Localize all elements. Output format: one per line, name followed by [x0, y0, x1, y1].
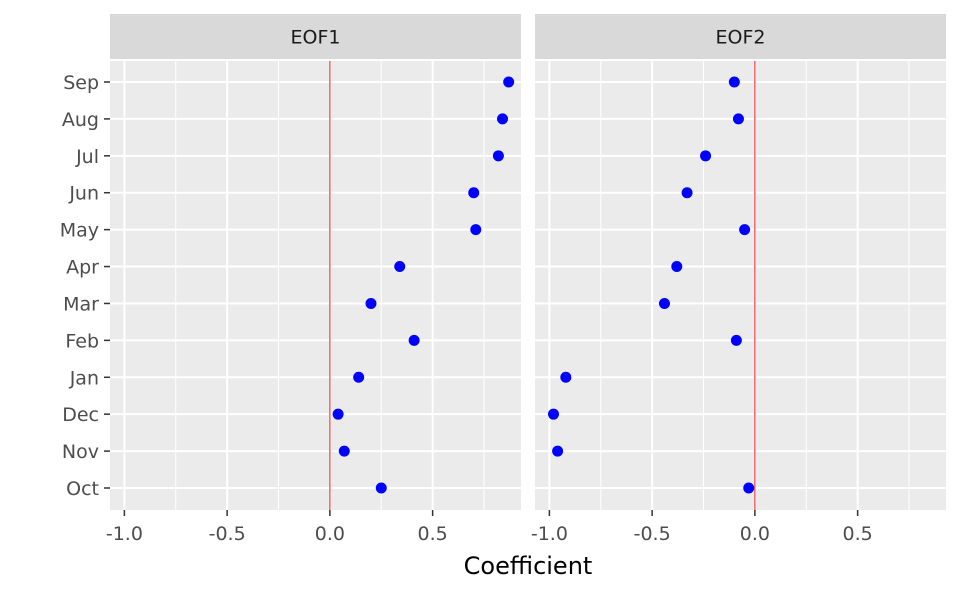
x-tick-label: 0.5 — [418, 523, 448, 545]
y-tick-label-jul: Jul — [75, 146, 99, 168]
data-point-jul — [492, 150, 504, 162]
data-point-may — [470, 224, 482, 236]
y-tick-label-jun: Jun — [68, 183, 99, 205]
data-point-aug — [497, 113, 509, 125]
facet-panel-eof1: EOF1 -1.0 -0.5 0.0 0.5 — [106, 14, 521, 545]
data-point-jun — [681, 187, 693, 199]
y-tick-label-apr: Apr — [66, 257, 99, 279]
data-point-feb — [408, 334, 420, 346]
panel-background — [110, 61, 521, 510]
y-tick-label-oct: Oct — [66, 478, 99, 500]
data-point-apr — [671, 261, 683, 273]
data-point-feb — [730, 334, 742, 346]
data-point-sep — [503, 76, 515, 88]
data-point-jan — [353, 371, 365, 383]
y-tick-label-sep: Sep — [63, 72, 99, 94]
data-point-oct — [375, 482, 387, 494]
x-tick-label: 0.5 — [843, 523, 873, 545]
y-tick-label-nov: Nov — [62, 441, 99, 463]
strip-label: EOF1 — [291, 27, 341, 49]
data-point-aug — [732, 113, 744, 125]
y-tick-label-feb: Feb — [65, 330, 99, 352]
facet-panels: EOF1 -1.0 -0.5 0.0 0.5 EOF2 -1.0 -0.5 0.0 0.5 — [106, 14, 946, 545]
data-point-mar — [365, 297, 377, 309]
x-tick-label: 0.0 — [315, 523, 345, 545]
data-point-mar — [658, 297, 670, 309]
data-point-jun — [468, 187, 480, 199]
data-point-apr — [394, 261, 406, 273]
x-axis-title: Coefficient — [464, 552, 593, 580]
x-tick-label: -1.0 — [531, 523, 568, 545]
x-tick-label: -0.5 — [634, 523, 671, 545]
y-tick-label-aug: Aug — [62, 109, 99, 131]
y-tick-label-jan: Jan — [69, 367, 99, 389]
y-tick-label-mar: Mar — [63, 293, 99, 315]
data-point-jul — [700, 150, 712, 162]
y-tick-label-may: May — [60, 220, 99, 242]
data-point-oct — [743, 482, 755, 494]
x-tick-label: -0.5 — [209, 523, 246, 545]
data-point-jan — [560, 371, 572, 383]
y-axis: Oct Nov Dec Jan Feb Mar Apr May Jun Jul Aug Sep — [60, 72, 110, 500]
data-point-dec — [547, 408, 559, 420]
strip-label: EOF2 — [716, 27, 766, 49]
strip-background — [110, 14, 521, 59]
data-point-nov — [552, 445, 564, 457]
strip-background — [535, 14, 946, 59]
data-point-sep — [728, 76, 740, 88]
x-tick-label: -1.0 — [106, 523, 143, 545]
panel-background — [535, 61, 946, 510]
data-point-may — [739, 224, 751, 236]
facet-panel-eof2: EOF2 -1.0 -0.5 0.0 0.5 — [531, 14, 946, 545]
y-tick-label-dec: Dec — [62, 404, 99, 426]
data-point-dec — [332, 408, 344, 420]
data-point-nov — [338, 445, 350, 457]
x-tick-label: 0.0 — [740, 523, 770, 545]
